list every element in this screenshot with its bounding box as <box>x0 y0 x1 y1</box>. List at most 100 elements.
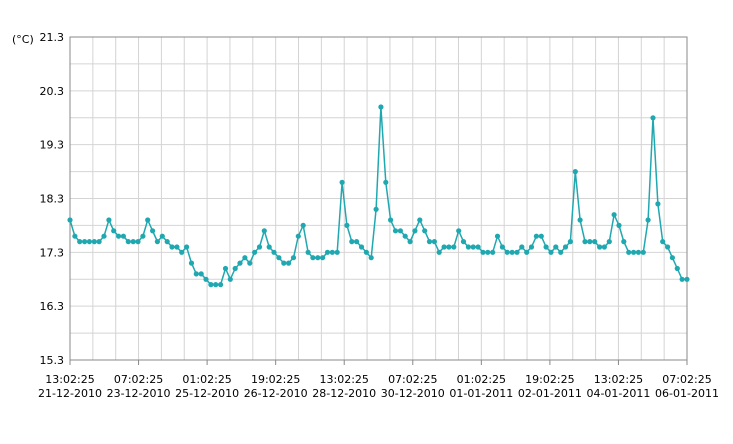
data-point <box>480 249 486 255</box>
y-tick-label: 17.3 <box>40 246 65 259</box>
data-point <box>553 244 559 250</box>
data-point <box>266 244 272 250</box>
x-tick-time: 07:02:25 <box>114 373 163 386</box>
data-point <box>261 228 267 234</box>
data-point <box>485 249 491 255</box>
data-point <box>77 239 83 245</box>
data-point <box>300 222 306 228</box>
data-point <box>426 239 433 245</box>
data-point <box>72 233 78 239</box>
data-point <box>383 179 389 185</box>
x-tick-time: 07:02:25 <box>662 373 711 386</box>
data-point <box>363 249 369 255</box>
data-point <box>494 233 501 239</box>
data-point <box>436 249 442 255</box>
data-point <box>558 249 564 255</box>
x-tick-time: 13:02:25 <box>45 373 94 386</box>
x-tick-date: 25-12-2010 <box>175 387 239 400</box>
data-point <box>397 228 403 234</box>
data-point <box>548 249 554 255</box>
y-tick-label: 19.3 <box>40 139 65 152</box>
data-point <box>91 239 97 245</box>
data-point <box>635 249 642 255</box>
data-point <box>470 244 476 250</box>
data-point <box>611 212 617 218</box>
data-point <box>203 276 209 282</box>
data-point <box>334 249 340 255</box>
data-point <box>626 249 632 255</box>
x-tick-time: 01:02:25 <box>182 373 231 386</box>
data-point <box>451 244 457 250</box>
data-point <box>460 239 467 245</box>
y-axis-label: (°C) <box>12 33 34 46</box>
data-point <box>96 239 102 245</box>
data-point <box>198 271 204 277</box>
data-point <box>538 233 544 239</box>
y-tick-label: 20.3 <box>40 85 65 98</box>
data-point <box>305 249 311 255</box>
data-point <box>106 217 112 223</box>
data-point <box>329 249 335 255</box>
plot-frame <box>69 36 688 361</box>
data-point <box>339 179 345 185</box>
data-point <box>116 233 122 239</box>
data-point <box>320 255 326 261</box>
x-tick-date: 26-12-2010 <box>244 387 308 400</box>
data-point <box>140 233 146 239</box>
data-point <box>402 233 408 239</box>
data-point <box>640 249 646 255</box>
x-tick-date: 23-12-2010 <box>107 387 171 400</box>
data-point <box>417 217 423 223</box>
x-tick-date: 02-01-2011 <box>518 387 582 400</box>
x-tick-date: 01-01-2011 <box>449 387 513 400</box>
data-point <box>533 233 540 239</box>
data-point <box>344 222 350 228</box>
data-point <box>349 239 355 245</box>
data-point <box>286 260 292 266</box>
data-point <box>524 249 530 255</box>
data-point <box>252 249 258 255</box>
data-point <box>422 228 428 234</box>
data-point <box>407 239 413 245</box>
data-point <box>597 244 603 250</box>
data-point <box>650 115 656 121</box>
data-point <box>674 265 680 272</box>
data-point <box>601 244 608 250</box>
data-point <box>456 228 462 234</box>
data-point <box>222 265 229 272</box>
data-point <box>582 239 588 245</box>
data-point <box>271 249 277 255</box>
x-tick-time: 01:02:25 <box>457 373 506 386</box>
data-point <box>669 255 676 261</box>
y-tick-label: 16.3 <box>40 300 65 313</box>
data-point <box>150 228 156 234</box>
data-point <box>475 244 481 250</box>
data-point <box>315 255 321 261</box>
data-point <box>631 249 637 255</box>
data-point <box>256 244 263 250</box>
data-point <box>412 228 418 234</box>
x-tick-date: 06-01-2011 <box>655 387 719 400</box>
x-tick-date: 21-12-2010 <box>38 387 102 400</box>
data-point <box>373 206 379 212</box>
series <box>67 104 690 288</box>
data-point <box>324 249 331 255</box>
data-point <box>82 239 88 245</box>
data-point <box>528 244 535 250</box>
data-point <box>135 239 141 245</box>
x-tick-labels: 13:02:2521-12-201007:02:2523-12-201001:0… <box>38 360 719 400</box>
data-point <box>567 239 574 245</box>
data-point <box>159 233 165 239</box>
data-point <box>247 260 253 266</box>
data-point <box>188 260 195 266</box>
data-point <box>184 244 190 250</box>
data-point <box>237 260 243 266</box>
data-point <box>101 233 107 239</box>
data-point <box>154 239 160 245</box>
data-point <box>446 244 452 250</box>
data-point <box>392 228 399 234</box>
data-point <box>514 249 520 255</box>
data-point <box>587 239 593 245</box>
